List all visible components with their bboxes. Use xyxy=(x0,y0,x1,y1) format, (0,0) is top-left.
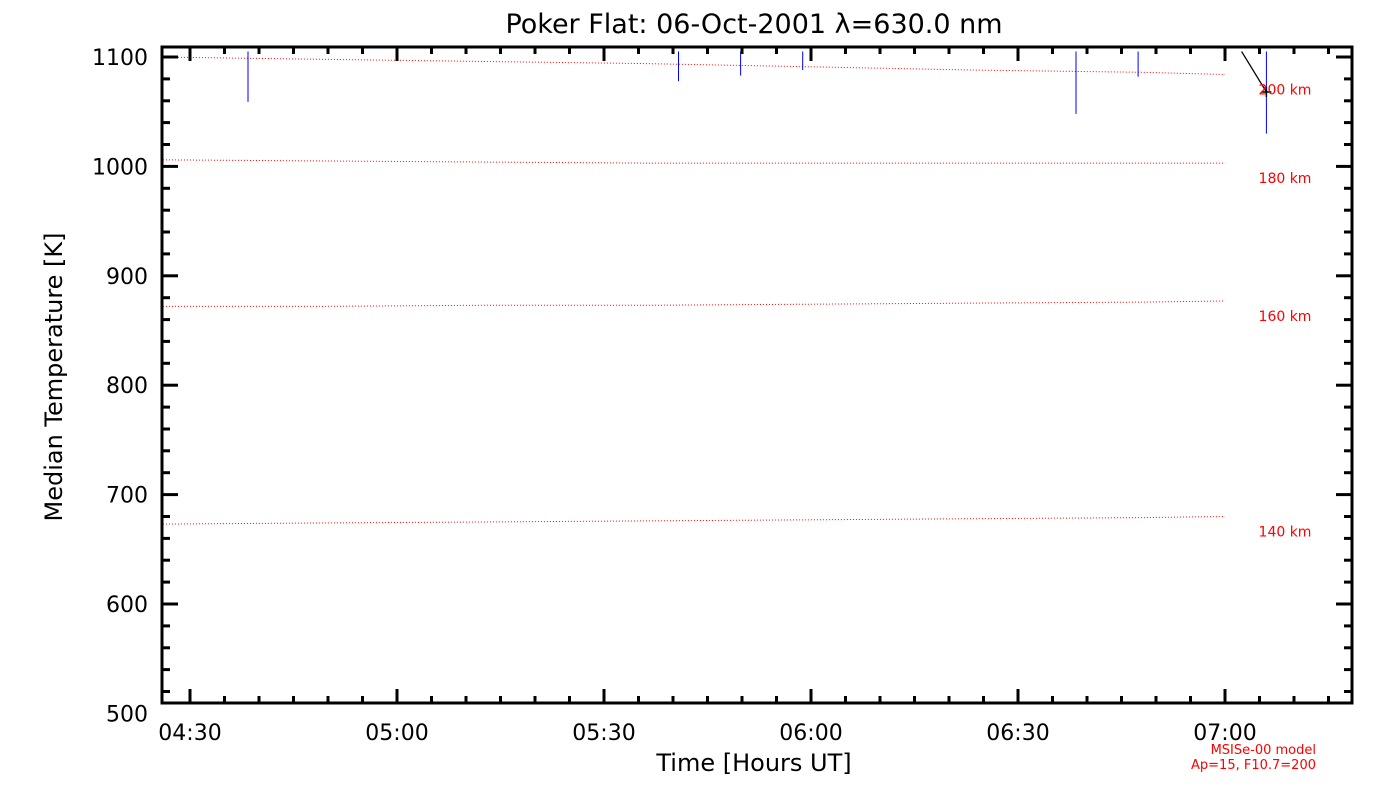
y-tick-label-500: 500 xyxy=(106,702,148,727)
x-axis-ticks: 04:30 05:00 05:30 06:00 06:30 07:00 xyxy=(158,47,1330,746)
plot-frame xyxy=(160,45,1354,705)
model-line-180-km xyxy=(162,159,1225,164)
model-label-200-km: 200 km xyxy=(1259,83,1312,99)
model-label-180-km: 180 km xyxy=(1259,171,1312,187)
model-note-line-1: MSISe-00 model xyxy=(1211,743,1316,758)
model-label-160-km: 160 km xyxy=(1259,309,1312,325)
y-tick-label-1000: 1000 xyxy=(92,155,148,180)
y-tick-label-800: 800 xyxy=(106,374,148,399)
y-axis-ticks: 500 600 700 800 900 1000 1100 xyxy=(92,46,1352,727)
plot-marks xyxy=(162,51,1272,525)
model-label-140-km: 140 km xyxy=(1259,525,1312,541)
x-tick-label-0600: 06:00 xyxy=(779,721,842,746)
model-line-160-km xyxy=(162,300,1226,307)
y-tick-label-1100: 1100 xyxy=(92,46,148,71)
model-line-140-km xyxy=(162,516,1226,525)
x-axis-label: Time [Hours UT] xyxy=(655,749,851,777)
y-tick-label-700: 700 xyxy=(106,484,148,509)
chart-title: Poker Flat: 06-Oct-2001 λ=630.0 nm xyxy=(505,9,1002,40)
y-tick-label-600: 600 xyxy=(106,593,148,618)
x-tick-label-0630: 06:30 xyxy=(986,721,1049,746)
y-tick-label-900: 900 xyxy=(106,265,148,290)
x-tick-label-0500: 05:00 xyxy=(365,721,428,746)
data-line xyxy=(1241,51,1267,93)
y-axis-label: Median Temperature [K] xyxy=(40,232,68,521)
model-note-line-2: Ap=15, F10.7=200 xyxy=(1191,758,1316,773)
x-tick-label-0700: 07:00 xyxy=(1193,721,1256,746)
x-tick-label-0530: 05:30 xyxy=(572,721,635,746)
model-line-200-km xyxy=(162,56,1226,75)
x-tick-label-0430: 04:30 xyxy=(158,721,221,746)
